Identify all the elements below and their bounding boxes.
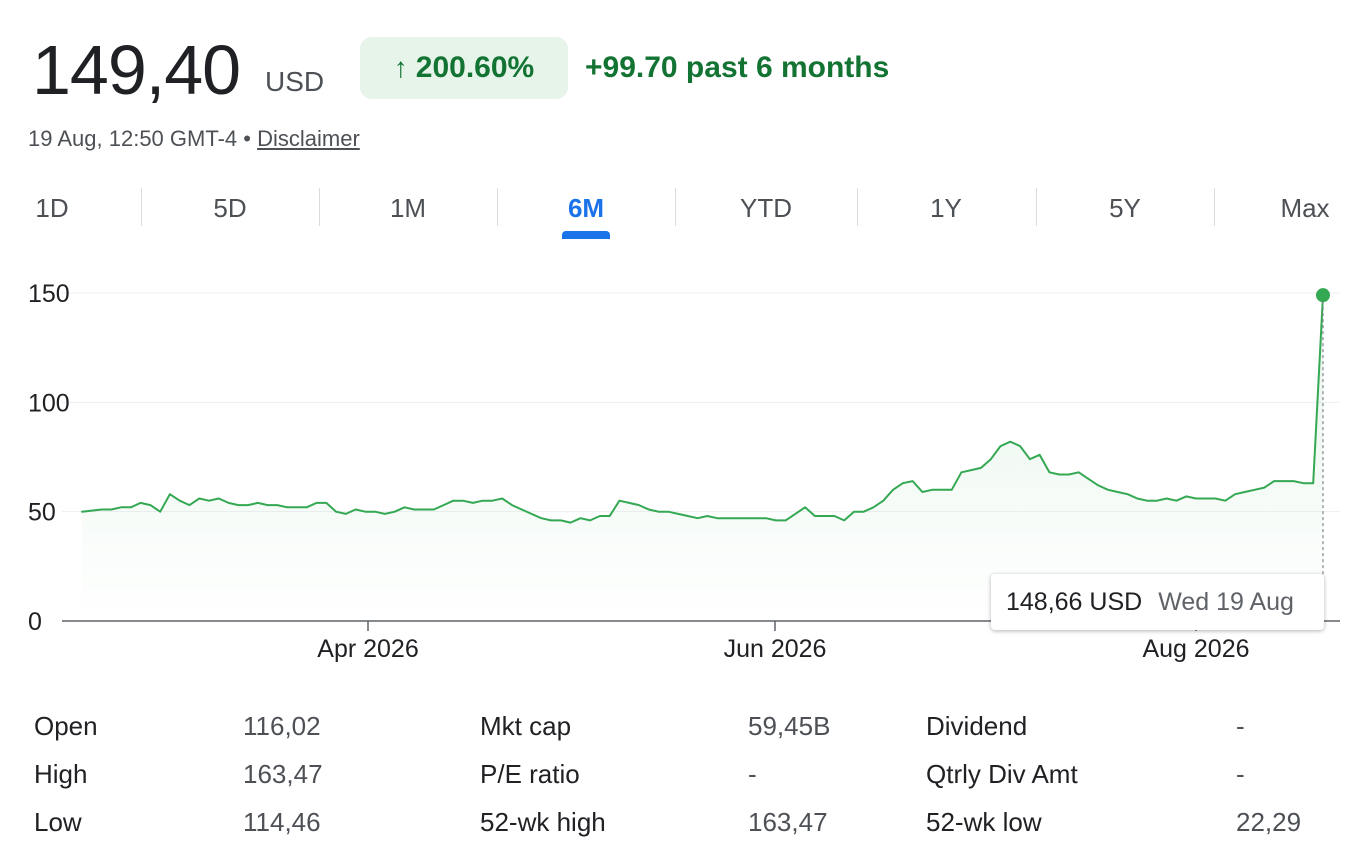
tab-divider <box>141 188 142 226</box>
stat-value-qtrly-div: - <box>1236 759 1245 789</box>
quote-timestamp-line: 19 Aug, 12:50 GMT-4 • Disclaimer <box>28 126 360 152</box>
disclaimer-link[interactable]: Disclaimer <box>257 126 360 151</box>
stat-value-pe-ratio: - <box>748 759 757 789</box>
x-tick-label: Apr 2026 <box>317 635 418 663</box>
range-tabs: 1D 5D 1M 6M YTD 1Y 5Y Max <box>0 180 1363 240</box>
active-tab-indicator <box>562 231 610 239</box>
series-area <box>82 295 1323 621</box>
x-tick-label: Jun 2026 <box>724 635 827 663</box>
stat-label-open: Open <box>34 711 98 741</box>
stat-value-52wk-low: 22,29 <box>1236 807 1302 837</box>
price-chart[interactable]: 0 50 100 150 Apr 2026 Jun 2026 Aug 2026 <box>0 262 1363 672</box>
stat-label-qtrly-div: Qtrly Div Amt <box>926 759 1078 789</box>
stat-label-dividend: Dividend <box>926 711 1028 741</box>
tab-divider <box>1036 188 1037 226</box>
y-tick-label: 150 <box>28 280 70 308</box>
percent-change: 200.60% <box>415 51 535 84</box>
y-tick-label: 0 <box>28 608 42 636</box>
tab-1y[interactable]: 1Y <box>930 193 962 223</box>
stat-label-low: Low <box>34 807 82 837</box>
tooltip-value: 148,66 USD <box>1006 587 1143 616</box>
tab-divider <box>857 188 858 226</box>
price-series-line <box>81 294 1324 524</box>
stat-value-mkt-cap: 59,45B <box>748 711 831 741</box>
percent-change-badge: ↑ 200.60% <box>360 37 568 99</box>
stat-label-pe-ratio: P/E ratio <box>480 759 580 789</box>
stat-label-high: High <box>34 759 88 789</box>
x-tick-label: Aug 2026 <box>1142 635 1249 663</box>
separator-dot: • <box>243 126 251 151</box>
tooltip-date: Wed 19 Aug <box>1158 587 1294 616</box>
tab-divider <box>675 188 676 226</box>
tab-5d[interactable]: 5D <box>213 193 247 223</box>
tab-1m[interactable]: 1M <box>389 193 427 223</box>
tab-divider <box>497 188 498 226</box>
stat-label-mkt-cap: Mkt cap <box>480 711 572 741</box>
quote-timestamp: 19 Aug, 12:50 GMT-4 <box>28 126 238 151</box>
absolute-change: +99.70 past 6 months <box>585 51 890 84</box>
currency-label: USD <box>265 66 325 97</box>
y-tick-label: 100 <box>28 389 70 417</box>
tab-5y[interactable]: 5Y <box>1109 193 1141 223</box>
stat-value-open: 116,02 <box>243 711 321 741</box>
stat-label-52wk-high: 52-wk high <box>480 807 606 837</box>
tab-max[interactable]: Max <box>1280 193 1330 223</box>
stat-value-low: 114,46 <box>243 807 321 837</box>
stat-value-high: 163,47 <box>243 759 323 789</box>
current-price: 149,40 <box>32 31 241 109</box>
tab-6m[interactable]: 6M <box>567 193 605 223</box>
stat-value-52wk-high: 163,47 <box>748 807 828 837</box>
tab-ytd[interactable]: YTD <box>740 193 792 223</box>
y-tick-label: 50 <box>28 499 56 527</box>
chart-tooltip: 148,66 USD Wed 19 Aug <box>991 574 1324 630</box>
tab-divider <box>319 188 320 226</box>
arrow-up-icon: ↑ <box>393 52 408 83</box>
stat-value-dividend: - <box>1236 711 1245 741</box>
tab-divider <box>1214 188 1215 226</box>
tab-1d[interactable]: 1D <box>35 193 69 223</box>
last-point-marker <box>1316 288 1330 303</box>
stat-label-52wk-low: 52-wk low <box>926 807 1042 837</box>
